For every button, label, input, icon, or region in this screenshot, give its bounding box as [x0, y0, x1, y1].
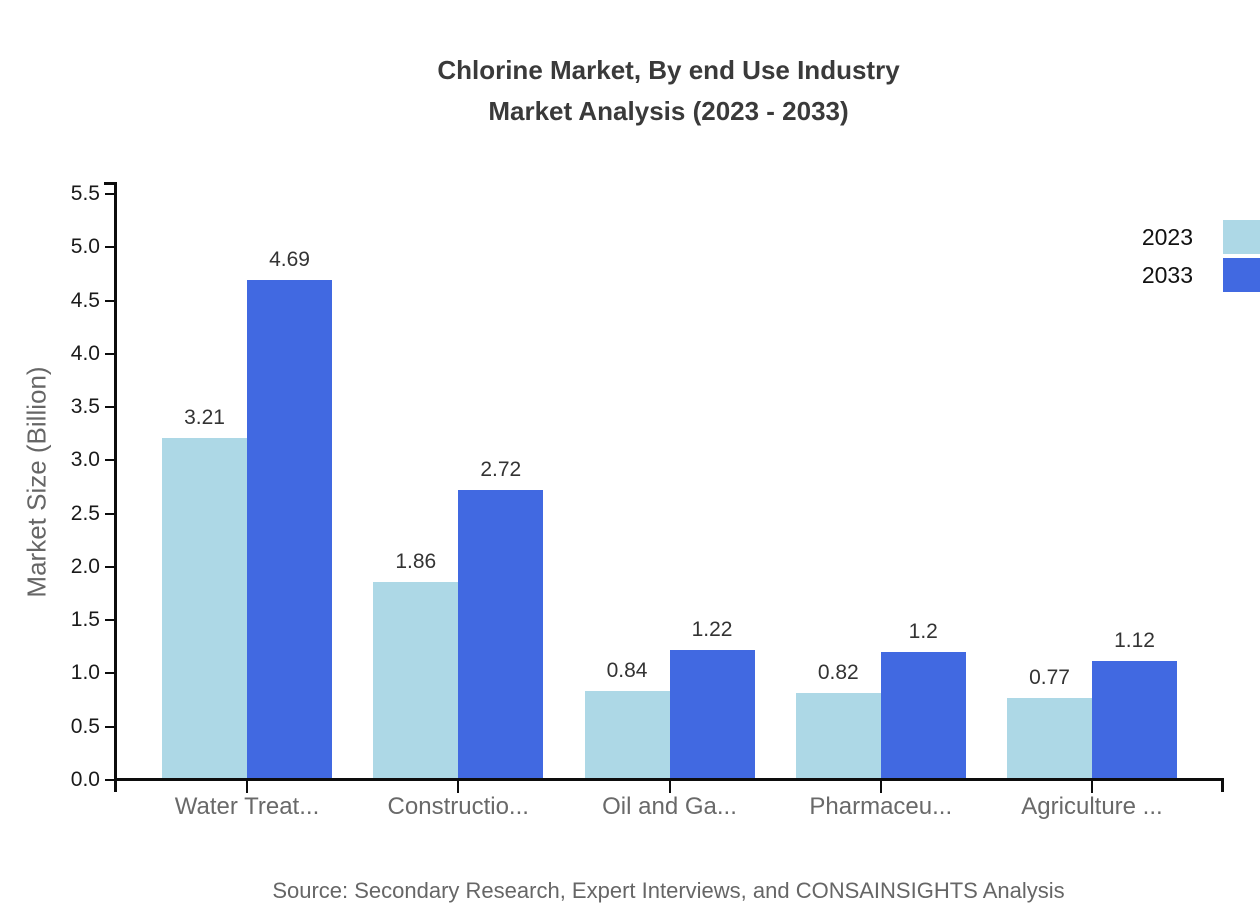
- y-axis-tick: [105, 246, 114, 249]
- y-axis-tick: [105, 779, 114, 781]
- bar-value-label: 0.77: [1029, 665, 1070, 689]
- y-tick-label: 3.0: [70, 448, 100, 472]
- legend-item-2033: 2033: [1142, 256, 1260, 294]
- bar-value-label: 1.2: [908, 620, 938, 644]
- bar-2023: [795, 692, 881, 780]
- bar-2023: [1007, 697, 1092, 780]
- y-axis-line: [114, 182, 117, 792]
- bar-value-label: 3.21: [184, 405, 225, 429]
- y-tick-label: 2.0: [70, 554, 100, 578]
- bar-2023: [584, 690, 670, 780]
- y-axis-tick: [105, 193, 114, 195]
- y-tick-label: 5.0: [70, 235, 100, 259]
- y-axis-tick: [105, 565, 114, 568]
- y-tick-label: 4.0: [70, 341, 100, 365]
- y-tick-label: 0.0: [70, 768, 100, 791]
- x-axis-line: [114, 778, 1224, 781]
- y-tick-label: 0.5: [70, 714, 100, 738]
- y-axis-tick: [105, 406, 114, 409]
- bar-2023: [162, 437, 247, 780]
- y-axis-tick: [105, 672, 114, 675]
- y-tick-label: 1.5: [70, 608, 100, 632]
- x-axis-tick: [1091, 781, 1093, 793]
- bar-value-label: 2.72: [480, 458, 522, 482]
- y-axis-tick: [105, 725, 114, 728]
- chart-title-line2: Market Analysis (2023 - 2033): [488, 96, 849, 126]
- legend-swatch-2033: [1223, 258, 1260, 292]
- y-axis-tick: [105, 512, 114, 515]
- bar-2033: [1092, 660, 1177, 780]
- x-category-label: Agriculture ...: [1021, 793, 1163, 820]
- x-category-label: Pharmaceu...: [809, 793, 953, 820]
- legend-swatch-2023: [1223, 220, 1260, 254]
- bar-2023: [373, 581, 459, 780]
- y-tick-label: 2.5: [70, 501, 100, 525]
- y-axis-tick: [105, 299, 114, 302]
- x-axis-end-cap: [1221, 778, 1224, 792]
- x-category-label: Constructio...: [387, 793, 529, 820]
- bar-value-label: 0.82: [817, 660, 859, 684]
- bar-2033: [880, 652, 966, 780]
- x-axis-tick: [879, 781, 882, 793]
- y-tick-label: 5.5: [70, 182, 100, 205]
- y-axis-tick: [105, 619, 114, 622]
- y-axis-end-cap: [104, 182, 114, 185]
- x-axis-tick: [457, 781, 460, 793]
- legend-label-2023: 2023: [1141, 223, 1193, 250]
- bar-value-label: 1.86: [395, 549, 437, 573]
- x-axis-tick: [246, 781, 248, 793]
- y-axis-tick: [105, 459, 114, 462]
- x-category-label: Water Treat...: [174, 793, 320, 820]
- legend: 2023 2033: [1142, 218, 1260, 294]
- chart-title-line1: Chlorine Market, By end Use Industry: [437, 55, 900, 85]
- x-axis-tick: [668, 781, 671, 793]
- bar-value-label: 0.84: [606, 658, 648, 682]
- bar-2033: [669, 650, 755, 780]
- legend-item-2023: 2023: [1142, 218, 1260, 256]
- bar-2033: [247, 280, 332, 780]
- y-tick-label: 3.5: [70, 395, 100, 419]
- bar-value-label: 4.69: [269, 248, 310, 272]
- x-category-label: Oil and Ga...: [602, 793, 737, 820]
- legend-label-2033: 2033: [1141, 261, 1193, 288]
- y-tick-label: 1.0: [70, 661, 100, 685]
- bar-value-label: 1.22: [691, 618, 733, 641]
- source-note: Source: Secondary Research, Expert Inter…: [272, 878, 1065, 903]
- chart-title: Chlorine Market, By end Use Industry Mar…: [115, 50, 1222, 132]
- y-axis-tick: [105, 352, 114, 355]
- bar-2033: [458, 490, 544, 780]
- y-tick-label: 4.5: [70, 288, 100, 312]
- bar-value-label: 1.12: [1114, 628, 1155, 652]
